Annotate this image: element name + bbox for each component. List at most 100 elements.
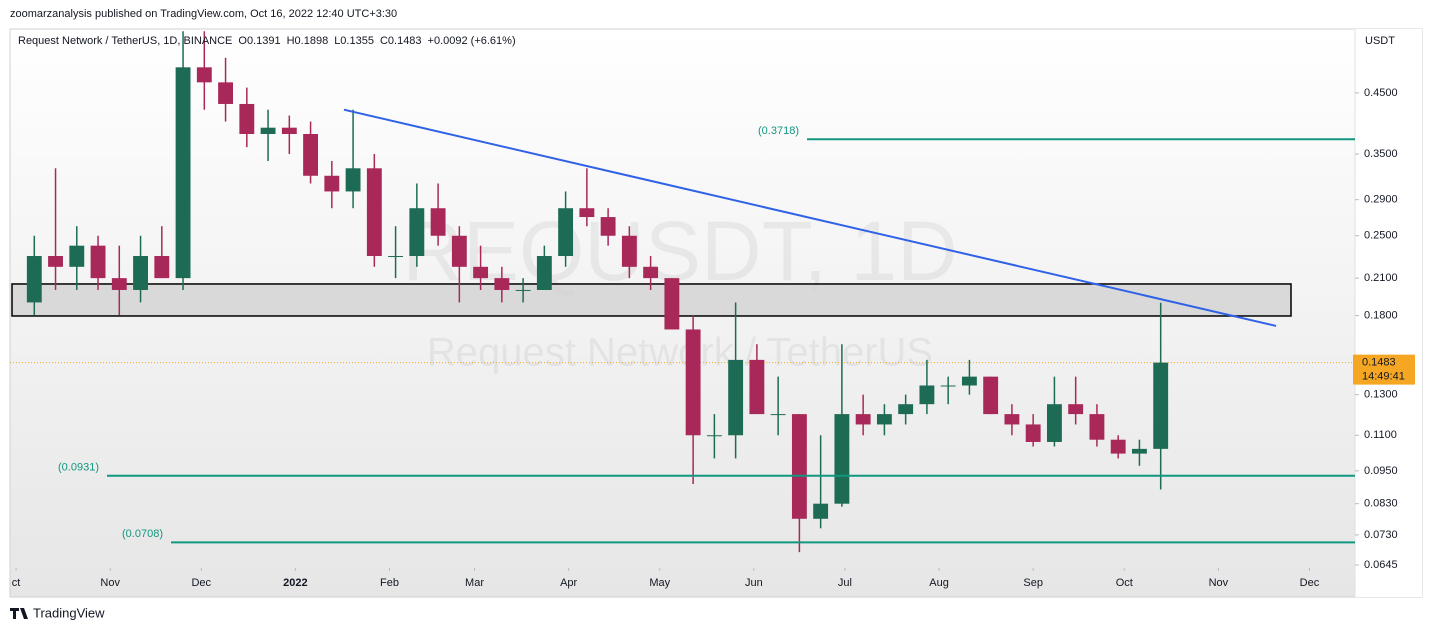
level-label: (0.0708): [122, 528, 163, 540]
candle-body: [706, 435, 722, 437]
y-tick-label: 0.0645: [1364, 559, 1398, 571]
y-tick-label: 0.2500: [1364, 230, 1398, 242]
y-tick-label: 0.4500: [1364, 87, 1398, 99]
candle-body: [218, 82, 234, 104]
candle-body: [579, 208, 595, 218]
x-tick-label: Dec: [1300, 577, 1320, 589]
candle-body: [791, 414, 807, 519]
candle-body: [260, 127, 276, 135]
candle-body: [643, 266, 659, 279]
candle-body: [749, 359, 765, 415]
candle-body: [430, 208, 446, 236]
candle-body: [388, 256, 404, 258]
publisher-line: zoomarzanalysis published on TradingView…: [10, 8, 397, 20]
price-axis-panel: [1355, 29, 1422, 597]
candle-body: [813, 503, 829, 519]
x-tick-label: Aug: [929, 577, 949, 589]
y-tick-label: 0.1300: [1364, 389, 1398, 401]
brand-logo: TradingView: [10, 605, 105, 620]
candle-body: [940, 385, 956, 387]
y-tick-label: 0.0830: [1364, 498, 1398, 510]
candle-body: [855, 414, 871, 425]
legend-value: O0.1391: [238, 35, 280, 47]
x-tick-label: Sep: [1023, 577, 1043, 589]
candle-body: [621, 235, 637, 267]
last-price-label: 0.1483: [1362, 357, 1396, 369]
candle-body: [876, 414, 892, 425]
candle-body: [345, 168, 361, 192]
candle-body: [239, 103, 255, 135]
candle-body: [558, 208, 574, 257]
overlay: Request Network / TetherUS, 1D, BINANCE O…: [12, 35, 1415, 589]
x-tick-label: ct: [12, 577, 21, 589]
x-tick-label: Nov: [100, 577, 120, 589]
watermark-subtitle: Request Network / TetherUS: [427, 331, 933, 375]
candle-body: [473, 266, 489, 279]
level-label: (0.3718): [758, 125, 799, 137]
y-axis-label: USDT: [1365, 35, 1395, 47]
y-tick-label: 0.3500: [1364, 148, 1398, 160]
candle-body: [1131, 448, 1147, 454]
candle-body: [324, 175, 340, 192]
support-zone: [11, 283, 1292, 317]
x-tick-label: Dec: [191, 577, 211, 589]
x-tick-label: May: [649, 577, 670, 589]
candle-body: [961, 376, 977, 386]
y-tick-label: 0.2900: [1364, 194, 1398, 206]
last-price-badge: [1353, 354, 1415, 385]
logo-icon: [10, 608, 28, 619]
candle-body: [48, 256, 63, 267]
candle-body: [898, 404, 914, 415]
trendline: [343, 108, 1277, 327]
x-tick-label: Jul: [838, 577, 852, 589]
candle-body: [1089, 414, 1105, 440]
candle-body: [1110, 439, 1126, 454]
legend: Request Network / TetherUS, 1D, BINANCE O…: [18, 35, 516, 47]
candle-body: [111, 278, 127, 290]
legend-value: L0.1355: [334, 35, 374, 47]
candle-body: [196, 67, 212, 83]
plot-area: [10, 31, 1355, 553]
candle-body: [770, 414, 786, 416]
candle-body: [983, 376, 999, 415]
legend-value: +0.0092 (+6.61%): [428, 35, 516, 47]
candle-body: [90, 245, 106, 279]
y-tick-label: 0.0950: [1364, 465, 1398, 477]
candle-body: [600, 217, 616, 236]
candle-body: [1025, 424, 1041, 442]
candle-body: [303, 134, 319, 176]
candle-body: [1153, 362, 1169, 449]
candle-body: [919, 385, 935, 405]
x-tick-label: Nov: [1209, 577, 1229, 589]
legend-title: Request Network / TetherUS, 1D, BINANCE: [18, 35, 232, 47]
candle-body: [133, 256, 148, 290]
candle-body: [685, 329, 701, 436]
candle-body: [834, 414, 850, 504]
x-tick-label: Mar: [465, 577, 484, 589]
candle-body: [515, 289, 531, 291]
candle-body: [451, 235, 467, 267]
x-tick-label: Jun: [745, 577, 763, 589]
candle-body: [494, 278, 510, 290]
x-tick-label: Apr: [560, 577, 577, 589]
level-label: (0.0931): [58, 462, 99, 474]
countdown: 14:49:41: [1362, 371, 1405, 383]
brand-name: TradingView: [33, 605, 105, 620]
candle-body: [1004, 414, 1020, 425]
candle-body: [366, 168, 382, 257]
candle-body: [69, 245, 85, 267]
candle-body: [409, 208, 425, 257]
candle-body: [536, 256, 552, 290]
x-tick-label: 2022: [283, 577, 307, 589]
candle-body: [1046, 404, 1062, 442]
x-tick-label: Feb: [380, 577, 399, 589]
y-tick-label: 0.2100: [1364, 272, 1398, 284]
y-tick-label: 0.1100: [1364, 429, 1397, 441]
y-tick-label: 0.1800: [1364, 309, 1398, 321]
candle-body: [728, 359, 744, 436]
candle-body: [154, 256, 170, 279]
legend-value: C0.1483: [380, 35, 422, 47]
candle-body: [281, 127, 297, 135]
x-tick-label: Oct: [1116, 577, 1133, 589]
